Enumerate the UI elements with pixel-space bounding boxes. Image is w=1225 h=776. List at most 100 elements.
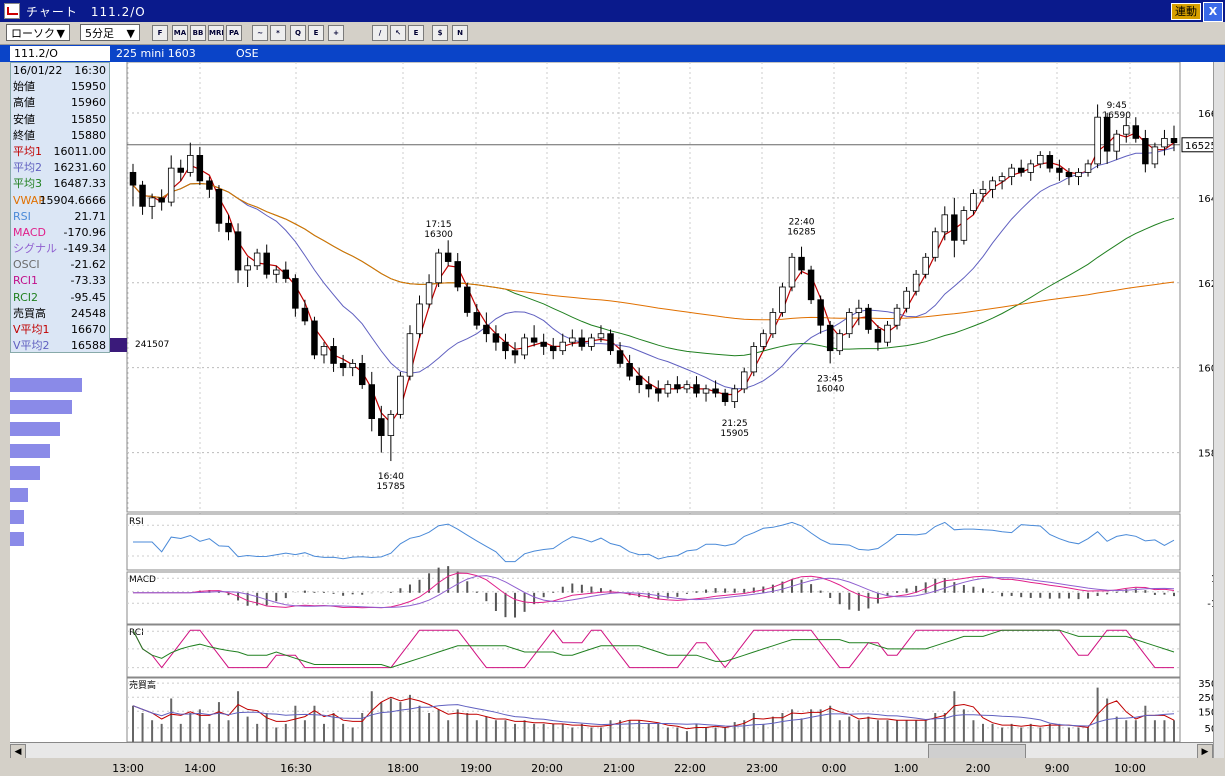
candle-body: [635, 375, 643, 386]
macd-line: [133, 572, 1175, 609]
candle-body: [435, 252, 442, 284]
panel-value: 15850: [71, 112, 106, 126]
zoom-icon[interactable]: Q: [290, 25, 306, 41]
line-chart-icon[interactable]: ~: [252, 25, 268, 41]
panel-row: RSI 21.71: [11, 209, 109, 225]
bb-icon[interactable]: BB: [190, 25, 206, 41]
table-icon[interactable]: E: [308, 25, 324, 41]
candle-body: [368, 384, 376, 420]
fib-icon[interactable]: N: [452, 25, 468, 41]
panel-value: -21.62: [70, 258, 106, 272]
volume-profile-bar: [10, 400, 72, 414]
contract-name: 225 mini 1603: [116, 47, 196, 60]
pen-icon[interactable]: /: [372, 25, 388, 41]
current-price-label: 16525: [1185, 141, 1213, 152]
candle-body: [397, 375, 404, 415]
candle-body: [177, 167, 184, 173]
interval-select[interactable]: 5分足 ▼: [80, 24, 140, 41]
eraser-icon[interactable]: E: [408, 25, 424, 41]
annotation-price: 16590: [1102, 111, 1131, 121]
data-window-panel: 16/01/22 16:30 始値 15950 高値 15960 安値 15850 終値 1588…: [10, 62, 110, 353]
candle-body: [693, 384, 700, 394]
ma2-line: [132, 147, 1175, 390]
candle-body: [502, 341, 509, 352]
window-title: チャート 111.2/O: [26, 4, 146, 19]
candle-body: [406, 333, 414, 377]
vwap-line: [132, 182, 1175, 321]
chart-type-select[interactable]: ローソク ▼: [6, 24, 70, 41]
panel-value: 15904.6666: [39, 193, 106, 207]
candle-body: [244, 265, 251, 271]
ma-icon[interactable]: MA: [172, 25, 188, 41]
panel-value: 16487.33: [53, 177, 107, 191]
sub-tick-label: 100: [1211, 574, 1213, 585]
panel-row: MACD -170.96: [11, 225, 109, 241]
panel-label: 平均2: [13, 161, 42, 175]
search-coin-icon[interactable]: $: [432, 25, 448, 41]
sub-panel-frame: [126, 677, 1181, 742]
annotation-price: 16040: [816, 384, 845, 394]
horizontal-scrollbar[interactable]: ◀ ▶: [10, 742, 1213, 760]
candle-body: [330, 346, 337, 364]
candle-body: [234, 231, 242, 271]
candle-body: [167, 167, 175, 203]
panel-row: 売買高 24548: [11, 306, 109, 322]
candle-body: [588, 337, 595, 347]
candle-body: [893, 307, 901, 326]
time-tick-label: 0:00: [821, 762, 847, 775]
panel-row: 16/01/22 16:30: [11, 63, 109, 79]
panel-value: 16:30: [74, 64, 106, 77]
scroll-thumb[interactable]: [928, 744, 1026, 759]
candle-body: [129, 171, 137, 186]
indicator-set-icon[interactable]: F: [152, 25, 168, 41]
panel-value: 24548: [71, 306, 106, 320]
close-button[interactable]: X: [1203, 2, 1223, 22]
crosshair-icon[interactable]: +: [328, 25, 344, 41]
star-chart-icon[interactable]: *: [270, 25, 286, 41]
sub-tick-label: 25000: [1198, 693, 1213, 704]
panel-label: RCI1: [13, 274, 39, 288]
candle-body: [884, 324, 891, 343]
pointer-icon[interactable]: ↖: [390, 25, 406, 41]
chevron-down-icon: ▼: [126, 27, 135, 40]
candle-body: [807, 269, 815, 301]
candle-body: [521, 337, 528, 356]
candle-body: [683, 384, 691, 390]
panel-label: 平均1: [13, 144, 42, 158]
candle-body: [836, 333, 843, 352]
pa-icon[interactable]: PA: [226, 25, 242, 41]
sub-tick-label: 15000: [1198, 707, 1213, 718]
annotation-time: 22:40: [789, 218, 815, 228]
sub-panel-label: RCI: [129, 628, 144, 638]
annotation-time: 23:45: [817, 374, 843, 384]
sub-panel-label: MACD: [129, 575, 156, 585]
candle-body: [903, 290, 910, 309]
symbol-code-field[interactable]: 111.2/O: [10, 46, 110, 61]
candle-body: [387, 413, 395, 436]
candle-body: [549, 346, 557, 352]
candle-body: [530, 337, 538, 343]
annotation-price: 16300: [424, 230, 453, 240]
panel-label: V平均1: [13, 323, 50, 336]
candle-body: [960, 210, 968, 241]
vertical-scrollbar[interactable]: [1213, 62, 1224, 758]
time-tick-label: 22:00: [674, 762, 706, 775]
volume-profile-bar: [10, 510, 24, 524]
panel-value: 15950: [71, 80, 106, 94]
candle-body: [378, 418, 385, 436]
mre-icon[interactable]: MRE: [208, 25, 224, 41]
candle-body: [273, 269, 280, 275]
price-tick-label: 16600: [1198, 109, 1213, 120]
rci2-line: [132, 629, 1175, 669]
sync-button[interactable]: 連動: [1171, 3, 1201, 20]
candle-body: [292, 278, 299, 309]
candle-body: [597, 333, 605, 339]
panel-value: 16670: [71, 323, 106, 336]
candle-body: [559, 341, 567, 352]
title-bar: チャート 111.2/O 連動 X: [0, 0, 1225, 22]
volume-ma1-line: [132, 696, 1175, 730]
chart-area[interactable]: 16600 16400 16200 16000 15800 16525 241507 16:4…: [10, 62, 1213, 742]
candle-body: [750, 346, 758, 373]
candle-body: [425, 282, 433, 305]
price-chart-svg[interactable]: 16600 16400 16200 16000 15800 16525 241507 16:4…: [10, 62, 1213, 742]
